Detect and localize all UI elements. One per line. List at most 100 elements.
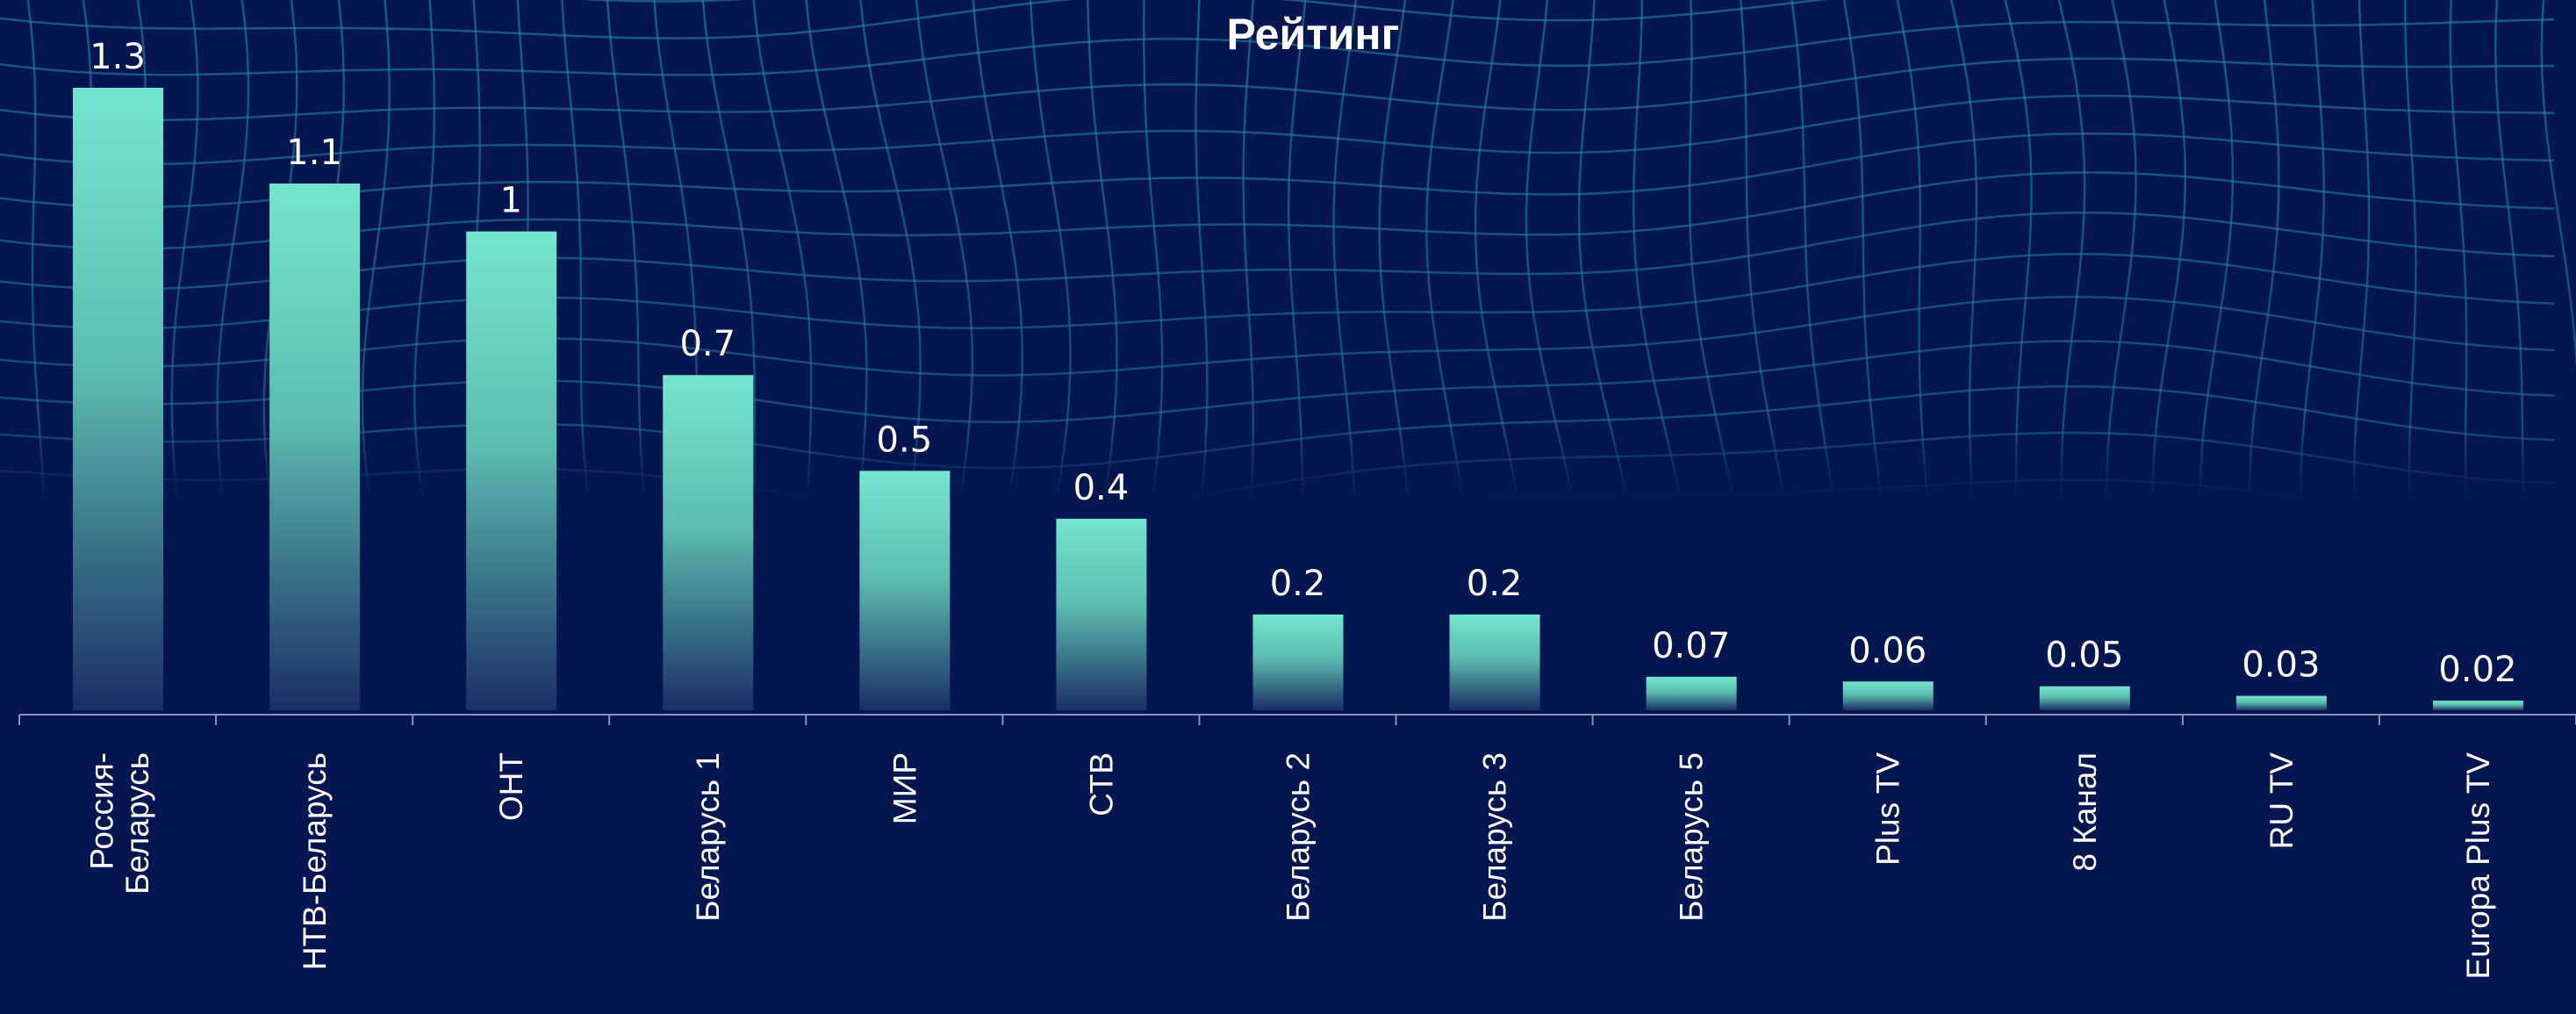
bar bbox=[73, 88, 164, 710]
mesh-line bbox=[170, 0, 199, 528]
value-label: 1.3 bbox=[90, 37, 146, 77]
mesh-line bbox=[0, 431, 2555, 514]
mesh-line bbox=[1896, 0, 1931, 528]
x-tick-label: ОНТ bbox=[493, 752, 529, 821]
mesh-line bbox=[2353, 0, 2371, 528]
value-label: 0.02 bbox=[2438, 650, 2516, 690]
mesh-line bbox=[0, 385, 2555, 470]
mesh-line bbox=[1143, 0, 1164, 528]
mesh-line bbox=[1474, 0, 1524, 528]
mesh-line bbox=[2449, 0, 2469, 528]
bar bbox=[1449, 614, 1540, 710]
x-tick-label: 8 Канал bbox=[2067, 752, 2103, 872]
value-label: 0.05 bbox=[2045, 636, 2123, 676]
mesh-line bbox=[1525, 0, 1579, 528]
value-label: 0.03 bbox=[2242, 645, 2320, 686]
mesh-line bbox=[0, 18, 2555, 76]
mesh-line bbox=[0, 253, 2555, 330]
x-tick-label: НТВ-Беларусь bbox=[297, 752, 333, 970]
mesh-line bbox=[2199, 0, 2235, 528]
mesh-line bbox=[1842, 0, 1885, 528]
bar bbox=[1646, 676, 1737, 710]
bar bbox=[1252, 614, 1344, 710]
value-label: 0.5 bbox=[877, 420, 933, 460]
bar bbox=[269, 183, 361, 711]
mesh-line bbox=[361, 0, 391, 528]
mesh-line bbox=[26, 0, 47, 528]
value-label: 1 bbox=[499, 181, 521, 221]
x-tick-label: Беларусь 3 bbox=[1477, 752, 1513, 922]
wireframe-decoration bbox=[0, 0, 2576, 558]
mesh-line bbox=[0, 211, 2555, 291]
bar bbox=[1842, 681, 1934, 710]
plot-area: 1.3 Россия-Беларусь 1.1 НТВ-Беларусь 1 ОНТ 0.7… bbox=[18, 37, 2576, 980]
mesh-line bbox=[972, 0, 1023, 528]
mesh-line bbox=[2540, 0, 2576, 369]
mesh-line bbox=[0, 295, 2555, 377]
mesh-line bbox=[752, 0, 813, 528]
mesh-line bbox=[561, 0, 593, 528]
bar bbox=[2432, 701, 2523, 710]
mesh-line bbox=[1425, 0, 1467, 528]
value-label: 0.2 bbox=[1270, 564, 1326, 604]
x-tick-label: RU TV bbox=[2264, 752, 2300, 850]
mesh-line bbox=[701, 0, 757, 528]
mesh-line bbox=[915, 0, 974, 528]
mesh-line bbox=[2151, 0, 2187, 528]
mesh-line bbox=[0, 340, 2555, 424]
x-tick-label: Беларусь 5 bbox=[1674, 752, 1710, 922]
bar bbox=[2039, 686, 2130, 710]
value-label: 0.4 bbox=[1073, 468, 1130, 508]
mesh-line bbox=[216, 0, 250, 528]
mesh-line bbox=[413, 0, 436, 528]
x-tick-label: МИР bbox=[886, 752, 922, 824]
mesh-line bbox=[1949, 0, 1978, 528]
mesh-line bbox=[1029, 0, 1072, 528]
x-tick-label: СТВ bbox=[1083, 752, 1119, 816]
mesh-line bbox=[859, 0, 922, 528]
bar bbox=[1056, 518, 1147, 710]
mesh-line bbox=[0, 132, 2555, 209]
x-tick-label: Беларусь 2 bbox=[1280, 752, 1316, 922]
chart-title: Рейтинг bbox=[1227, 10, 1400, 59]
mesh-line bbox=[1332, 0, 1358, 528]
mesh-line bbox=[2494, 0, 2526, 528]
mesh-line bbox=[1086, 0, 1118, 528]
x-tick-label: Europa Plus TV bbox=[2460, 752, 2496, 980]
mesh-line bbox=[1688, 0, 1740, 528]
mesh-line bbox=[0, 0, 1829, 40]
bar bbox=[663, 375, 754, 710]
mesh-line bbox=[2004, 0, 2033, 528]
mesh-line bbox=[0, 57, 2555, 122]
mesh-line bbox=[1378, 0, 1412, 528]
mesh-line bbox=[0, 94, 2555, 166]
x-tick-label: Россия-Беларусь bbox=[83, 752, 155, 895]
x-tick-label: Plus TV bbox=[1870, 752, 1906, 866]
mesh-line bbox=[805, 0, 868, 528]
bar bbox=[466, 231, 557, 711]
bar bbox=[859, 471, 951, 710]
mesh-line bbox=[606, 0, 649, 528]
bar bbox=[2235, 695, 2327, 710]
mesh-line bbox=[0, 171, 2555, 250]
mesh-line bbox=[2057, 0, 2086, 528]
value-label: 0.06 bbox=[1848, 630, 1927, 671]
mesh-line bbox=[2404, 0, 2417, 528]
value-label: 1.1 bbox=[286, 133, 342, 173]
mesh-line bbox=[1577, 0, 1633, 528]
value-label: 0.2 bbox=[1467, 564, 1523, 604]
x-tick-label: Беларусь 1 bbox=[690, 752, 726, 922]
mesh-line bbox=[1287, 0, 1307, 528]
mesh-line bbox=[1632, 0, 1688, 528]
mesh-line bbox=[2300, 0, 2326, 528]
mesh-line bbox=[1242, 0, 1255, 528]
mesh-line bbox=[1195, 0, 1209, 528]
value-label: 0.07 bbox=[1652, 626, 1730, 666]
value-label: 0.7 bbox=[679, 324, 735, 364]
mesh-line bbox=[2105, 0, 2137, 528]
mesh-line bbox=[1740, 0, 1790, 528]
mesh-line bbox=[1790, 0, 1839, 528]
